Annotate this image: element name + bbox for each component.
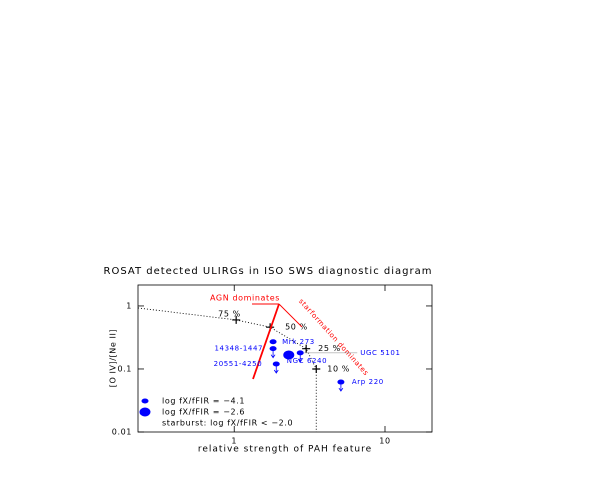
y-tick-label: 0.01 [112,428,132,437]
annotation-line [278,303,303,328]
legend-label: log fX/fFIR = −4.1 [162,397,245,406]
upper-limit-arrow [338,382,344,392]
point-label: 14348-1447 [214,345,263,353]
data-point [269,339,277,345]
y-tick-label: 0.1 [117,364,132,373]
mixing-label: 25 % [318,344,341,353]
legend-label: log fX/fFIR = −2.6 [162,408,245,417]
upper-limit-arrow [297,352,303,363]
point-label: Arp 220 [352,378,384,386]
annotation-line [252,303,280,380]
point-label: 20551-4250 [214,360,263,368]
mixing-label: 10 % [327,364,350,373]
point-label: NGC 6240 [287,357,327,365]
plus-marker [302,344,311,353]
upper-limit-arrow [270,348,276,359]
data-point [283,350,295,360]
plus-marker [232,315,241,324]
x-axis-label: relative strength of PAH feature [198,445,372,455]
plot-frame [137,284,433,433]
annotation: AGN dominates [210,294,280,303]
mixing-label: 50 % [285,323,308,332]
y-axis-label: [O IV]/[Ne II] [109,329,118,387]
plus-marker [312,364,321,373]
point-label: Mrk 273 [282,338,315,346]
x-tick-label: 10 [379,437,390,446]
legend-note: starburst: log fX/fFIR < −2.0 [162,419,293,428]
mixing-label: 75 % [218,309,241,318]
legend-marker [139,407,151,417]
y-tick-label: 1 [126,301,132,310]
upper-limit-arrow [273,363,279,374]
x-tick-label: 1 [231,437,237,446]
chart-title: ROSAT detected ULIRGs in ISO SWS diagnos… [104,266,433,277]
legend-marker [141,398,149,404]
point-label: UGC 5101 [360,349,400,357]
